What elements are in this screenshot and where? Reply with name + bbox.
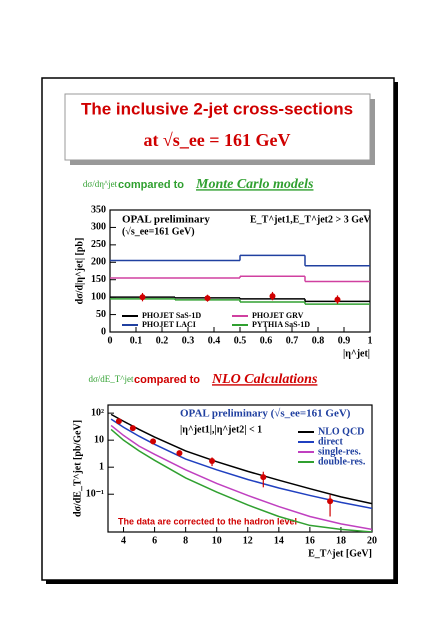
chart-title: OPAL preliminary: [122, 214, 210, 226]
data-point: [209, 457, 216, 464]
slide-title: The inclusive 2-jet cross-sections: [81, 99, 353, 118]
x-tick-label: 14: [274, 535, 284, 546]
y-tick-label: 100: [91, 291, 106, 302]
section-text: compared to: [134, 374, 200, 386]
data-point: [129, 425, 136, 432]
section-formula: dσ/dη^jet: [83, 179, 118, 189]
x-tick-label: 0.1: [130, 335, 143, 346]
title-box: [64, 93, 371, 161]
y-tick-label: 10: [94, 434, 104, 445]
y-tick-label: 250: [91, 239, 106, 250]
x-tick-label: 12: [243, 535, 253, 546]
data-point: [334, 296, 341, 303]
annotation: The data are corrected to the hadron lev…: [118, 516, 297, 526]
legend-label: PHOJET SaS-1D: [142, 311, 201, 320]
y-tick-label: 150: [91, 274, 106, 285]
x-tick-label: 0.3: [182, 335, 195, 346]
x-tick-label: 0.4: [208, 335, 221, 346]
legend-label: double-res.: [318, 456, 366, 467]
y-axis-label: dσ/d|η^jet| [pb]: [74, 238, 85, 305]
x-tick-label: 0.8: [312, 335, 325, 346]
x-tick-label: 0.2: [156, 335, 169, 346]
curve: [110, 424, 372, 531]
y-axis-label: dσ/dE_T^jet [pb/GeV]: [72, 420, 83, 517]
section-formula: dσ/dE_T^jet: [88, 374, 134, 384]
data-point: [327, 498, 334, 505]
y-tick-label: 300: [91, 222, 106, 233]
y-tick-label: 50: [96, 309, 106, 320]
y-tick-label: 10⁻¹: [86, 489, 104, 500]
plot-area: [110, 413, 372, 532]
x-tick-label: 18: [336, 535, 346, 546]
x-tick-label: 4: [121, 535, 126, 546]
section-text: compared to: [118, 179, 184, 191]
legend-label: direct: [318, 436, 343, 447]
y-tick-label: 10²: [91, 407, 104, 418]
chart-title: OPAL preliminary (√s_ee=161 GeV): [180, 408, 351, 420]
annotation: |η^jet1|,|η^jet2| < 1: [180, 424, 262, 435]
plot-frame: [107, 404, 373, 533]
annotation: E_T^jet1,E_T^jet2 > 3 GeV: [250, 214, 371, 225]
curve: [110, 418, 372, 510]
legend-label: NLO QCD: [318, 426, 364, 437]
x-tick-label: 16: [305, 535, 315, 546]
legend-label: PYTHIA SaS-1D: [252, 320, 310, 329]
data-point: [204, 295, 211, 302]
legend-label: single-res.: [318, 446, 361, 457]
x-tick-label: 1: [368, 335, 373, 346]
x-tick-label: 0.9: [338, 335, 351, 346]
y-tick-label: 0: [101, 326, 106, 337]
slide-subtitle: at √s_ee = 161 GeV: [143, 130, 290, 150]
y-tick-label: 200: [91, 257, 106, 268]
data-point: [176, 450, 183, 457]
x-tick-label: 10: [212, 535, 222, 546]
x-axis-label: |η^jet|: [343, 348, 370, 359]
data-point: [260, 474, 267, 481]
section-emph: Monte Carlo models: [195, 177, 314, 192]
x-tick-label: 20: [367, 535, 377, 546]
x-tick-label: 8: [183, 535, 188, 546]
legend-label: PHOJET LACI: [142, 320, 196, 329]
data-point: [150, 438, 157, 445]
y-tick-label: 1: [99, 461, 104, 472]
x-tick-label: 0.6: [260, 335, 273, 346]
x-tick-label: 0.5: [234, 335, 247, 346]
annotation: (√s_ee=161 GeV): [122, 226, 195, 237]
x-axis-label: E_T^jet [GeV]: [308, 548, 372, 559]
curve: [110, 428, 372, 532]
y-tick-label: 350: [91, 204, 106, 215]
legend-label: PHOJET GRV: [252, 311, 304, 320]
data-point: [139, 294, 146, 301]
x-tick-label: 6: [152, 535, 157, 546]
section-emph: NLO Calculations: [211, 372, 318, 387]
plot-area: [110, 254, 370, 305]
x-tick-label: 0: [108, 335, 113, 346]
data-point: [269, 293, 276, 300]
data-point: [115, 418, 122, 425]
x-tick-label: 0.7: [286, 335, 299, 346]
